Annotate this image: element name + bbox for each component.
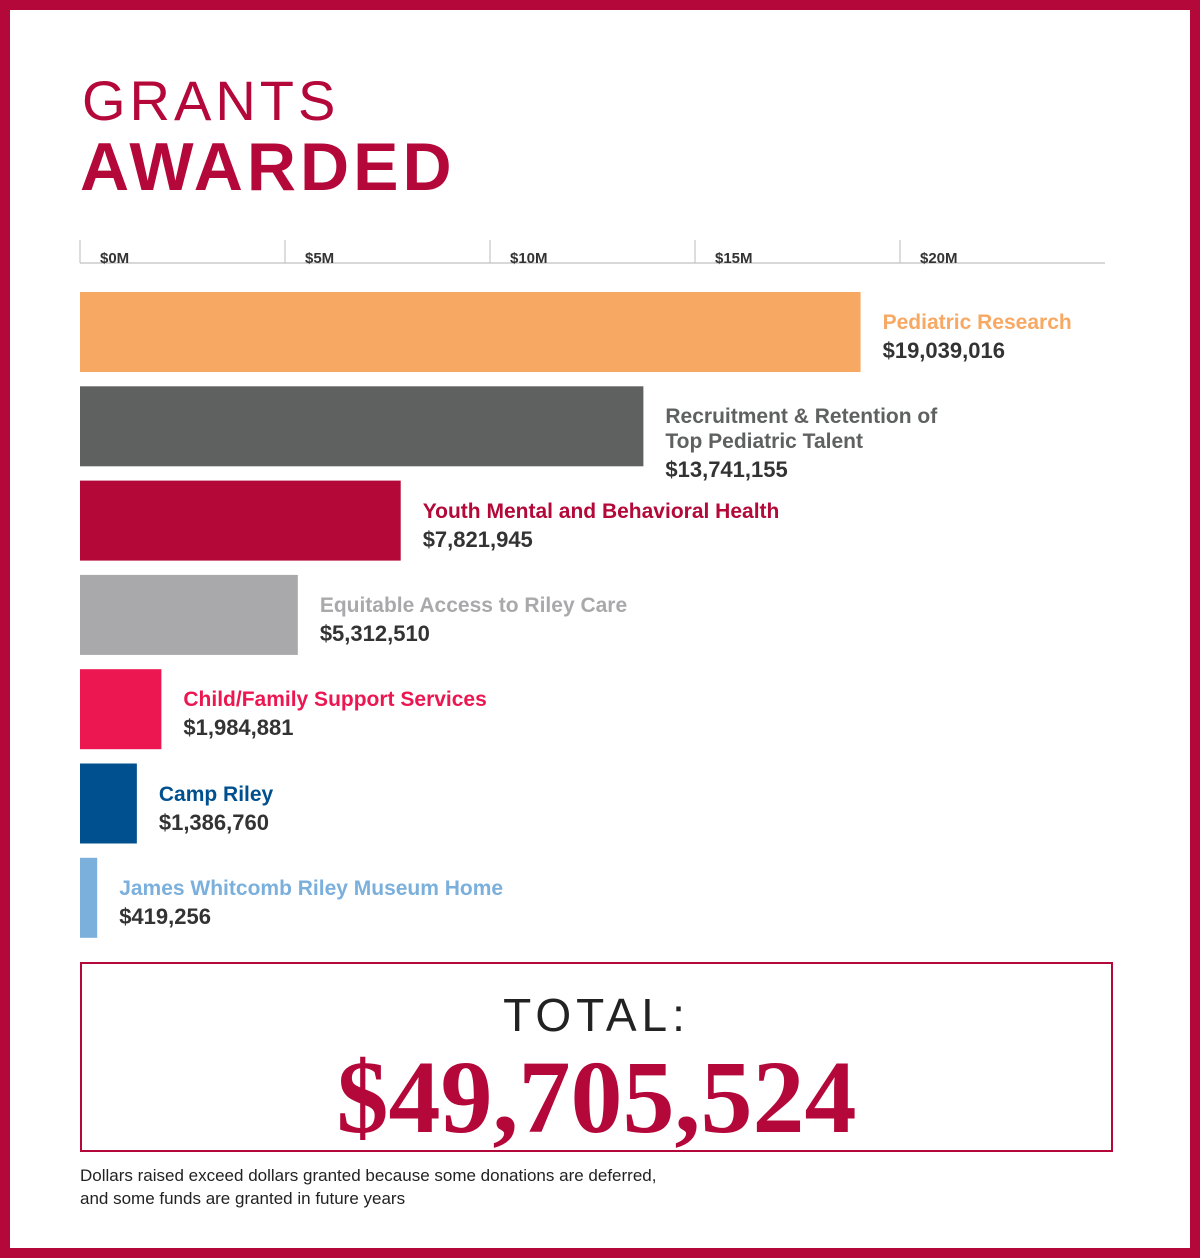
category-label: Recruitment & Retention of Top Pediatric… <box>665 405 938 454</box>
title: GRANTS <box>82 69 340 132</box>
bar <box>80 574 298 655</box>
x-tick-label: $0M <box>100 250 130 267</box>
category-label: James Whitcomb Riley Museum Home <box>119 876 504 900</box>
bar <box>80 669 162 750</box>
subtitle: AWARDED <box>80 129 456 205</box>
footnote: Dollars raised exceed dollars granted be… <box>80 1166 657 1208</box>
category-label: Child/Family Support Services <box>183 688 487 712</box>
category-label: Equitable Access to Riley Care <box>319 593 628 617</box>
x-tick-label: $10M <box>510 250 548 267</box>
bar <box>80 292 861 372</box>
value-label: $5,312,510 <box>319 620 430 646</box>
x-tick-label: $5M <box>305 250 335 267</box>
value-label: $1,386,760 <box>158 809 269 835</box>
value-label: $7,821,945 <box>422 526 533 552</box>
value-label: $19,039,016 <box>882 338 1005 363</box>
value-label: $1,984,881 <box>183 715 294 741</box>
total-box <box>80 962 1113 1152</box>
bar <box>80 386 644 467</box>
x-tick-label: $15M <box>715 250 753 267</box>
bar <box>80 480 401 561</box>
value-label: $13,741,155 <box>665 457 788 483</box>
category-label: Youth Mental and Behavioral Health <box>422 499 780 523</box>
category-label: Camp Riley <box>158 782 274 806</box>
category-label: Pediatric Research <box>882 311 1072 334</box>
bar <box>80 763 137 844</box>
chart <box>79 240 1105 938</box>
bar <box>80 857 98 938</box>
total-value: $49,705,524 <box>336 1040 857 1155</box>
total-label: TOTAL: <box>503 989 690 1041</box>
x-tick-label: $20M <box>920 250 958 267</box>
value-label: $419,256 <box>119 903 211 929</box>
